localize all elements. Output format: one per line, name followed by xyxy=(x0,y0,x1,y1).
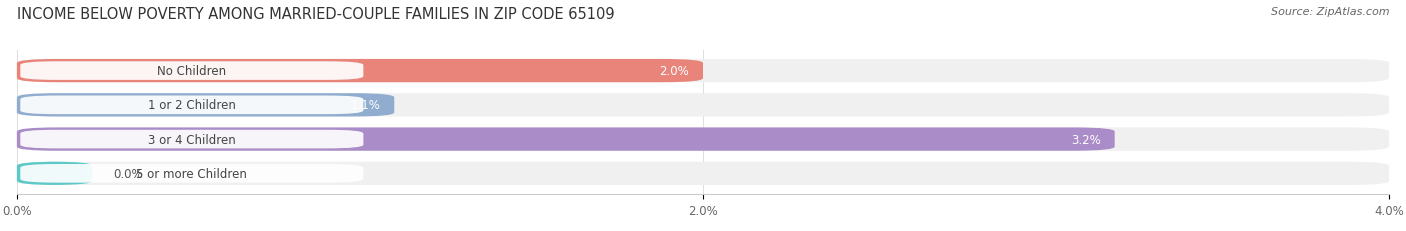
FancyBboxPatch shape xyxy=(20,164,363,183)
Text: INCOME BELOW POVERTY AMONG MARRIED-COUPLE FAMILIES IN ZIP CODE 65109: INCOME BELOW POVERTY AMONG MARRIED-COUPL… xyxy=(17,7,614,22)
FancyBboxPatch shape xyxy=(17,128,1389,151)
Text: Source: ZipAtlas.com: Source: ZipAtlas.com xyxy=(1271,7,1389,17)
Text: 1.1%: 1.1% xyxy=(350,99,381,112)
Text: 5 or more Children: 5 or more Children xyxy=(136,167,247,180)
Text: 2.0%: 2.0% xyxy=(659,65,689,78)
Text: 3 or 4 Children: 3 or 4 Children xyxy=(148,133,236,146)
Text: No Children: No Children xyxy=(157,65,226,78)
FancyBboxPatch shape xyxy=(20,62,363,81)
FancyBboxPatch shape xyxy=(20,130,363,149)
FancyBboxPatch shape xyxy=(17,162,93,185)
FancyBboxPatch shape xyxy=(17,94,1389,117)
Text: 1 or 2 Children: 1 or 2 Children xyxy=(148,99,236,112)
FancyBboxPatch shape xyxy=(17,162,1389,185)
FancyBboxPatch shape xyxy=(17,128,1115,151)
FancyBboxPatch shape xyxy=(20,96,363,115)
FancyBboxPatch shape xyxy=(17,94,394,117)
Text: 3.2%: 3.2% xyxy=(1071,133,1101,146)
FancyBboxPatch shape xyxy=(17,60,1389,83)
Text: 0.0%: 0.0% xyxy=(112,167,142,180)
FancyBboxPatch shape xyxy=(17,60,703,83)
